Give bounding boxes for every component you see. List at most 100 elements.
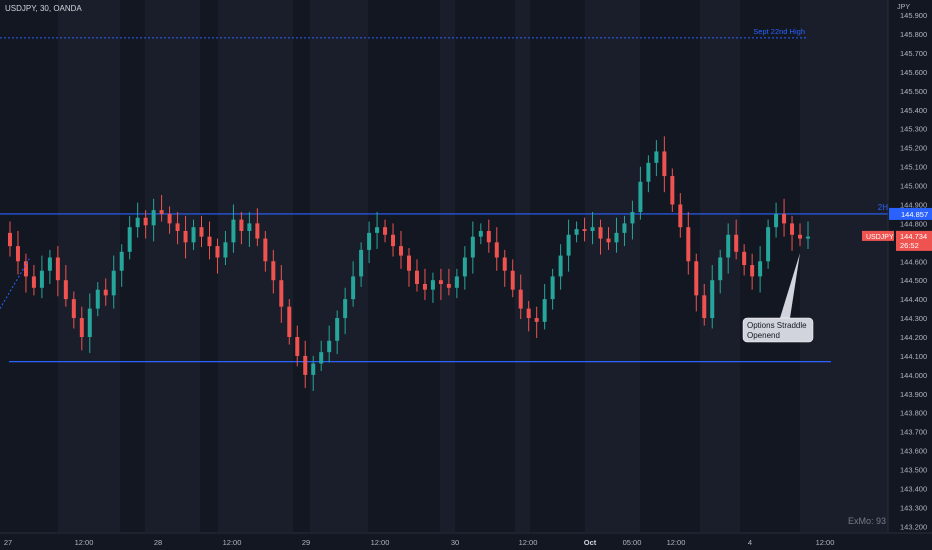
price-tick: 143.300 [900,503,927,512]
candle-body [446,283,451,288]
session-band [218,0,293,532]
candle-body [486,230,491,243]
candle-body [662,151,667,177]
price-tick: 144.200 [900,333,927,342]
candle-body [335,318,340,341]
symbol-label[interactable]: USDJPY, 30, OANDA [5,4,82,13]
candle-body [255,223,260,239]
candle-body [774,213,779,228]
candle-body [295,336,300,356]
candle-body [518,289,523,309]
price-tick: 145.400 [900,106,927,115]
price-tick: 145.900 [900,11,927,20]
candle-body [287,306,292,337]
price-tick: 145.100 [900,163,927,172]
time-tick: 12:00 [667,538,686,547]
price-tick: 145.800 [900,30,927,39]
candle-body [694,261,699,296]
last-price-value: 144.734 [900,232,927,241]
candle-body [271,261,276,281]
callout-box [742,317,814,343]
candle-body [582,229,587,231]
price-tick: 145.600 [900,68,927,77]
candle-body [702,295,707,319]
candle-body [798,234,803,239]
price-tick: 145.300 [900,125,927,134]
candle-body [422,283,427,290]
candle-body [678,204,683,228]
candle-body [199,227,204,237]
time-tick: 12:00 [75,538,94,547]
candle-body [766,227,771,262]
candle-body [279,280,284,307]
resistance-label: 2H [878,203,888,212]
candle-body [550,276,555,300]
candle-body [103,289,108,296]
candle-body [574,229,579,235]
callout-line-1: Options Straddle [747,321,807,330]
candle-body [670,176,675,205]
time-tick: 27 [4,538,12,547]
price-tick: 144.900 [900,200,927,209]
candle-body [183,230,188,243]
session-band [640,0,700,532]
dotted-trendline [0,257,31,309]
callout-pointer [780,253,800,318]
candle-body [414,270,419,284]
candle-body [598,227,603,239]
session-band [585,0,640,532]
candle-body [391,234,396,247]
price-tick: 145.700 [900,49,927,58]
time-tick: 29 [302,538,310,547]
time-tick: 30 [451,538,459,547]
price-tick: 143.600 [900,447,927,456]
candle-body [614,232,619,243]
candle-body [23,261,28,277]
price-tick: 144.500 [900,276,927,285]
candle-body [135,217,140,228]
resistance-price-label: 144.857 [901,210,928,219]
candle-body [494,242,499,258]
last-price-symbol-box [862,230,894,241]
candle-body [630,212,635,224]
candle-body [686,227,691,262]
price-tick: 144.100 [900,352,927,361]
candle-body [359,249,364,277]
candle-body [167,213,172,224]
price-tick: 143.900 [900,390,927,399]
candle-body [207,236,212,247]
time-tick: 12:00 [371,538,390,547]
session-band [800,0,888,532]
time-tick: 12:00 [223,538,242,547]
candle-body [111,270,116,296]
candle-body [478,230,483,237]
candle-body [367,232,372,250]
time-tick: 05:00 [623,538,642,547]
candle-body [526,308,531,319]
session-band [440,0,455,532]
candle-body [175,223,180,231]
candle-body [406,255,411,271]
last-price-countdown: 26:52 [900,241,919,250]
candle-body [95,289,100,309]
candle-body [319,352,324,364]
candlesticks [7,136,810,391]
candle-body [438,280,443,284]
candle-body [646,162,651,182]
candle-body [758,261,763,277]
candle-body [7,232,12,247]
session-band [58,0,120,532]
candle-body [750,265,755,277]
session-band [293,0,310,532]
candle-body [718,257,723,281]
price-tick: 143.700 [900,428,927,437]
session-band [200,0,218,532]
candle-body [734,234,739,252]
candle-body [311,363,316,375]
watermark: ExMo: 93 [847,516,886,526]
candle-body [710,280,715,319]
price-tick: 144.300 [900,314,927,323]
price-tick: 143.800 [900,409,927,418]
